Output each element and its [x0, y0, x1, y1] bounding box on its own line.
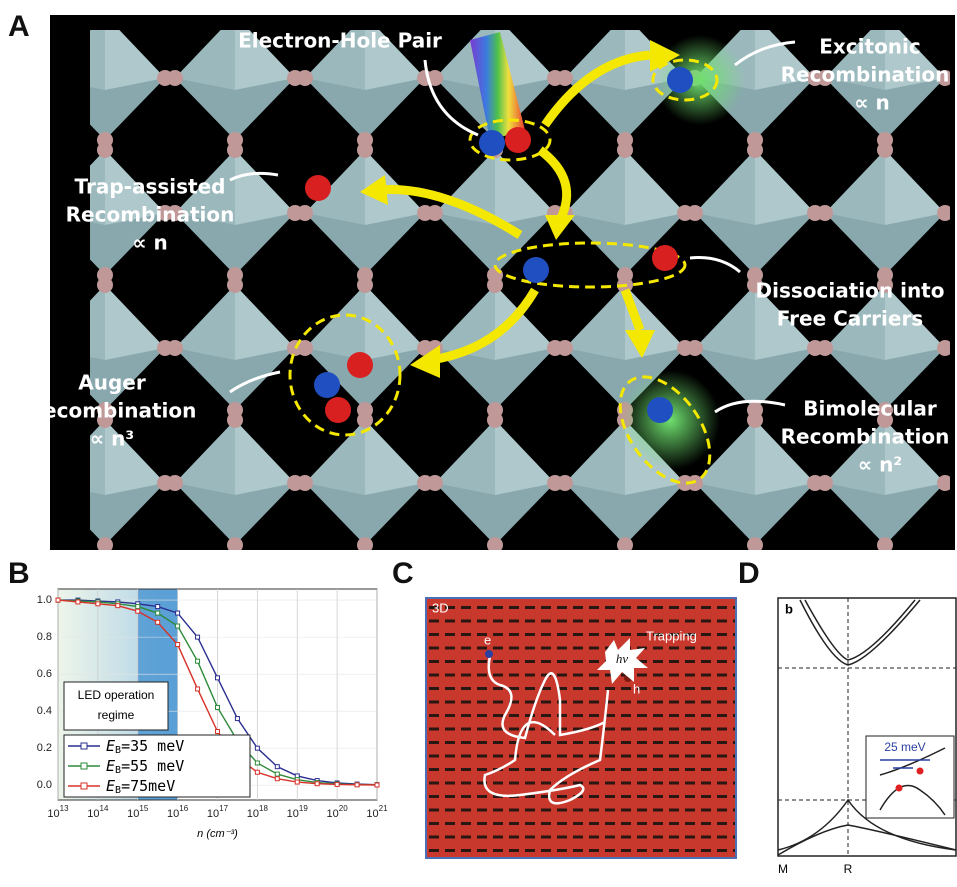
- x-tick-label: 1017: [207, 804, 229, 820]
- annotation: Trapping: [646, 628, 697, 643]
- y-tick-label: 0.4: [37, 705, 52, 717]
- x-tick-label: R: [844, 862, 853, 876]
- data-point: [196, 659, 200, 663]
- annotation: Trap-assisted: [75, 175, 226, 199]
- y-tick-label: 1.0: [37, 594, 52, 606]
- data-point: [275, 777, 279, 781]
- data-point: [156, 605, 160, 609]
- panel-c: 3D e h Trapping hν: [426, 598, 736, 858]
- y-tick-label: 0.8: [37, 631, 52, 643]
- data-point: [216, 705, 220, 709]
- subpanel-label: b: [785, 601, 793, 616]
- data-point: [295, 780, 299, 784]
- x-tick-label: 1015: [127, 804, 149, 820]
- panel-d: 25 meV b M R: [778, 598, 956, 876]
- annotation: Excitonic: [819, 35, 921, 59]
- data-point: [375, 783, 379, 787]
- x-tick-label: 1020: [327, 804, 349, 820]
- annotation: Recombination: [781, 63, 950, 87]
- data-point: [235, 717, 239, 721]
- annotation: 3D: [432, 600, 449, 615]
- panel-b: 1013 1014 1015 1016 1017 1018 1019 1020 1021 0.0 0…: [37, 589, 388, 840]
- legend-marker: [81, 763, 87, 769]
- panel-label: B: [8, 557, 30, 590]
- annotation: Free Carriers: [777, 307, 923, 331]
- annotation: Bimolecular: [803, 397, 937, 421]
- data-point: [255, 746, 259, 750]
- data-point: [56, 598, 60, 602]
- x-tick-label: 1018: [247, 804, 269, 820]
- annotation: Recombination: [28, 399, 197, 423]
- annotation: 25 meV: [884, 740, 925, 754]
- data-point: [275, 765, 279, 769]
- y-tick-label: 0.6: [37, 668, 52, 680]
- data-point: [196, 635, 200, 639]
- data-point: [136, 605, 140, 609]
- annotation: Dissociation into: [756, 279, 945, 303]
- legend-marker: [81, 783, 87, 789]
- annotation: ∝ n²: [858, 453, 902, 477]
- annotation: regime: [98, 708, 135, 722]
- x-tick-label: M: [778, 862, 788, 876]
- data-point: [255, 761, 259, 765]
- annotation: Electron-Hole Pair: [238, 29, 442, 53]
- data-point: [255, 770, 259, 774]
- legend-marker: [81, 743, 87, 749]
- annotation: ∝ n: [854, 91, 889, 115]
- annotation: Auger: [78, 371, 146, 395]
- data-point: [335, 782, 339, 786]
- data-point: [176, 624, 180, 628]
- data-point: [116, 604, 120, 608]
- data-point: [216, 676, 220, 680]
- annotation: Recombination: [781, 425, 950, 449]
- x-axis-label: n (cm⁻³): [197, 828, 238, 840]
- data-point: [355, 783, 359, 787]
- data-point: [156, 611, 160, 615]
- data-point: [196, 687, 200, 691]
- data-point: [176, 611, 180, 615]
- annotation: LED operation: [78, 688, 155, 702]
- panel-label: D: [738, 557, 760, 590]
- data-point: [76, 600, 80, 604]
- x-tick-label: 1021: [366, 804, 388, 820]
- x-tick-label: 1013: [47, 804, 69, 820]
- data-point: [176, 643, 180, 647]
- panel-a: Electron-Hole Pair Excitonic Recombinati…: [28, 15, 955, 550]
- data-point: [216, 730, 220, 734]
- y-tick-label: 0.0: [37, 779, 52, 791]
- annotation: h: [633, 681, 640, 696]
- data-point: [275, 772, 279, 776]
- x-tick-label: 1016: [167, 804, 189, 820]
- x-tick-label: 1014: [87, 804, 109, 820]
- data-point: [136, 609, 140, 613]
- annotation: ∝ n: [132, 231, 167, 255]
- annotation: ∝ n³: [90, 427, 134, 451]
- data-point: [96, 602, 100, 606]
- annotation: e: [484, 632, 491, 647]
- panel-label: A: [8, 10, 30, 43]
- y-tick-label: 0.2: [37, 742, 52, 754]
- annotation: Recombination: [66, 203, 235, 227]
- panel-label: C: [392, 557, 414, 590]
- annotation: hν: [616, 651, 629, 666]
- figure: A B C D Electron-Hole Pair Excitonic Rec…: [0, 0, 957, 882]
- x-tick-label: 1019: [287, 804, 309, 820]
- data-point: [156, 620, 160, 624]
- data-point: [315, 782, 319, 786]
